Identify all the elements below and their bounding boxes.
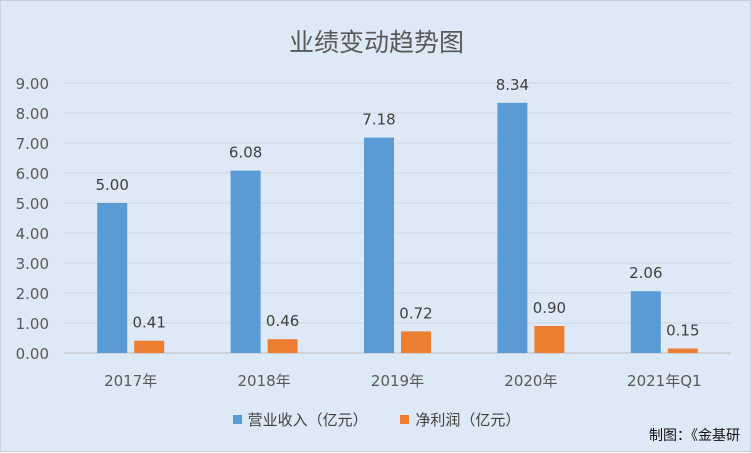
revenue-bar bbox=[497, 102, 528, 353]
legend-item-revenue: 营业收入（亿元） bbox=[232, 409, 368, 430]
revenue-data-label: 2.06 bbox=[629, 264, 662, 282]
profit-bar bbox=[534, 326, 565, 353]
y-tick-label: 0.00 bbox=[16, 345, 49, 363]
profit-data-label: 0.46 bbox=[266, 312, 299, 330]
revenue-bar bbox=[630, 291, 661, 353]
y-tick-label: 5.00 bbox=[16, 195, 49, 213]
legend-label-profit: 净利润（亿元） bbox=[415, 411, 521, 429]
legend-swatch-revenue bbox=[232, 415, 242, 424]
legend-item-profit: 净利润（亿元） bbox=[400, 409, 520, 430]
credit-note: 制图：《金基研 bbox=[649, 428, 740, 444]
y-tick-label: 8.00 bbox=[16, 105, 49, 123]
x-tick-label: 2019年 bbox=[371, 372, 424, 390]
revenue-bar bbox=[97, 203, 128, 353]
profit-bar bbox=[267, 339, 298, 353]
x-tick-label: 2021年Q1 bbox=[627, 372, 702, 390]
profit-data-label: 0.72 bbox=[399, 304, 432, 322]
revenue-bar bbox=[230, 170, 261, 353]
revenue-data-label: 8.34 bbox=[496, 76, 529, 94]
profit-data-label: 0.41 bbox=[132, 314, 165, 332]
revenue-data-label: 7.18 bbox=[362, 111, 395, 129]
x-tick-label: 2018年 bbox=[238, 372, 291, 390]
x-tick-label: 2020年 bbox=[504, 372, 557, 390]
y-tick-label: 7.00 bbox=[16, 135, 49, 153]
profit-data-label: 0.90 bbox=[533, 299, 566, 317]
y-tick-label: 3.00 bbox=[16, 255, 49, 273]
y-tick-label: 6.00 bbox=[16, 165, 49, 183]
revenue-data-label: 5.00 bbox=[95, 176, 128, 194]
y-tick-label: 4.00 bbox=[16, 225, 49, 243]
revenue-data-label: 6.08 bbox=[229, 144, 262, 162]
profit-bar bbox=[134, 340, 165, 353]
profit-data-label: 0.15 bbox=[666, 322, 699, 340]
legend-label-revenue: 营业收入（亿元） bbox=[247, 411, 368, 429]
legend: 营业收入（亿元） 净利润（亿元） bbox=[1, 409, 751, 430]
x-tick-label: 2017年 bbox=[104, 372, 157, 390]
y-tick-label: 2.00 bbox=[16, 285, 49, 303]
chart-title: 业绩变动趋势图 bbox=[288, 28, 464, 57]
revenue-bar bbox=[364, 137, 394, 353]
y-tick-label: 9.00 bbox=[16, 75, 49, 93]
legend-swatch-profit bbox=[400, 415, 410, 424]
y-tick-label: 1.00 bbox=[16, 315, 49, 333]
profit-bar bbox=[401, 331, 431, 353]
profit-bar bbox=[667, 348, 698, 353]
